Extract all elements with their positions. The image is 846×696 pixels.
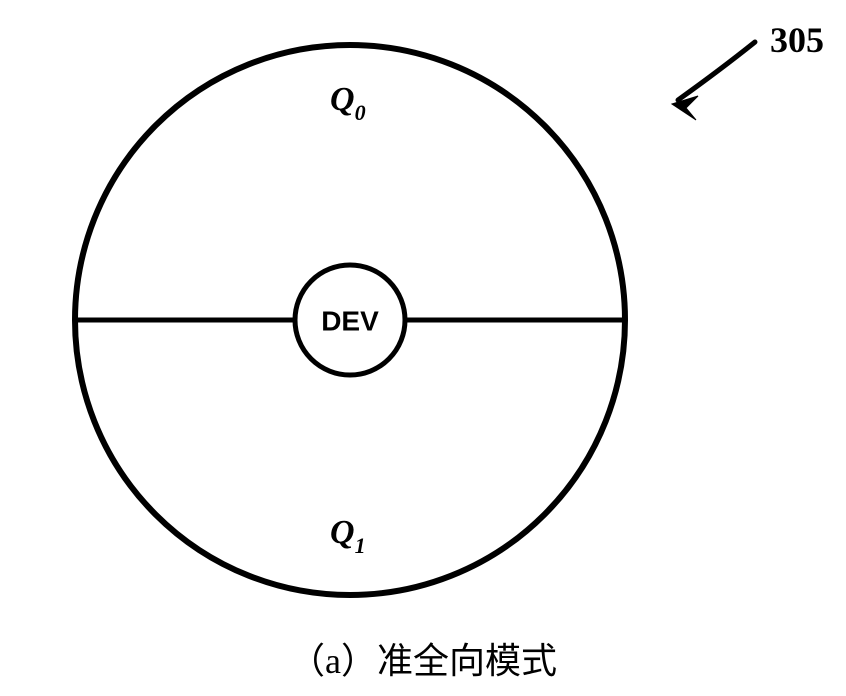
figure-caption: （a）准全向模式 (0, 632, 846, 684)
pointer-arrow-shaft (678, 42, 755, 100)
figure-number: 305 (770, 20, 824, 60)
q1-base: Q (330, 514, 355, 551)
diagram-canvas: DEV Q0 Q1 305 （a）准全向模式 (0, 0, 846, 691)
q1-sub: 1 (355, 533, 366, 558)
diagram-svg: DEV Q0 Q1 305 (0, 0, 846, 691)
dev-label: DEV (321, 305, 379, 336)
q0-base: Q (330, 81, 355, 118)
q0-sub: 0 (355, 100, 366, 125)
